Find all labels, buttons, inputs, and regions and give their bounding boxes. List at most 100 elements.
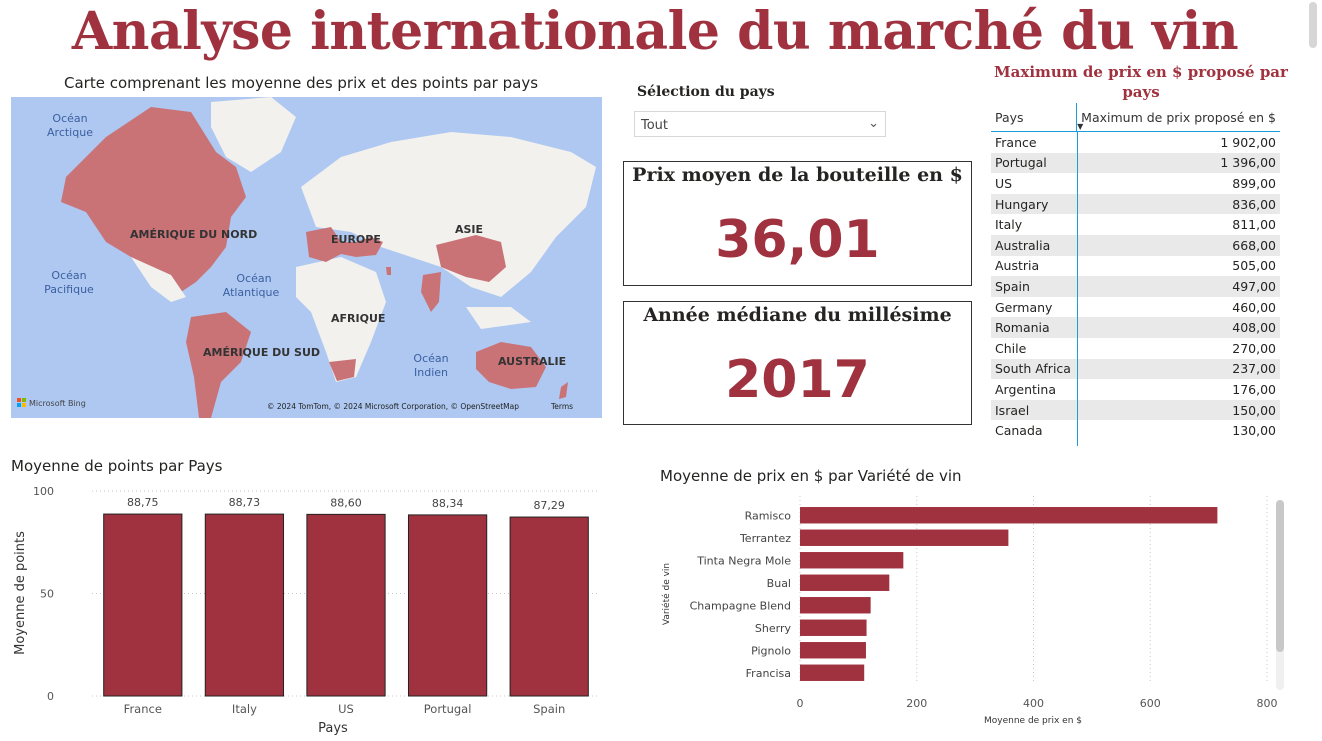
col-header-max-label: Maximum de prix proposé en $ — [1081, 109, 1276, 125]
table-row[interactable]: France 1 902,00 — [991, 132, 1280, 153]
map-label-arctic-2: Arctique — [47, 126, 93, 139]
map-label-sa: AMÉRIQUE DU SUD — [203, 346, 320, 359]
sort-desc-icon: ▼ — [1077, 122, 1084, 131]
chart-scrollbar-thumb[interactable] — [1276, 500, 1284, 652]
table-row[interactable]: Argentina 176,00 — [991, 379, 1280, 400]
table-row[interactable]: Portugal 1 396,00 — [991, 152, 1280, 174]
israel-shape — [386, 267, 391, 275]
country-slicer[interactable]: Tout ⌄ — [634, 111, 886, 137]
map-title: Carte comprenant les moyenne des prix et… — [64, 74, 539, 92]
bar[interactable] — [509, 516, 589, 697]
y-tick-label: Bual — [767, 577, 791, 590]
x-tick-label: Spain — [533, 702, 565, 716]
bar[interactable] — [800, 529, 1009, 546]
slicer-value: Tout — [641, 118, 669, 133]
europe-shape — [306, 227, 383, 262]
max-price-table[interactable]: Pays Maximum de prix proposé en $ ▼ Fran… — [991, 103, 1281, 448]
cell-max-price: 1 396,00 — [1076, 152, 1280, 174]
table-row[interactable]: US 899,00 — [991, 173, 1280, 194]
cell-max-price: 130,00 — [1232, 423, 1276, 439]
map-label-eu: EUROPE — [331, 233, 381, 246]
card-median-year-title: Année médiane du millésime — [643, 304, 952, 326]
australia-shape — [476, 342, 546, 389]
x-tick-label: Italy — [232, 702, 257, 716]
card-median-year-value: 2017 — [725, 350, 870, 410]
map-label-atlantic-1: Océan — [236, 272, 271, 285]
bar[interactable] — [103, 513, 183, 697]
y-tick-label: Tinta Negra Mole — [696, 554, 791, 567]
world-map[interactable]: AMÉRIQUE DU NORD AMÉRIQUE DU SUD EUROPE … — [11, 97, 602, 418]
map-label-au: AUSTRALIE — [498, 355, 566, 368]
china-shape — [436, 235, 506, 282]
bar[interactable] — [800, 642, 866, 659]
south-africa-shape — [329, 359, 356, 381]
table-row[interactable]: Italy 811,00 — [991, 214, 1280, 235]
map-label-atlantic-2: Atlantique — [223, 286, 280, 299]
cell-max-price: 505,00 — [1232, 258, 1276, 274]
chevron-down-icon: ⌄ — [868, 116, 879, 131]
cell-country: Italy — [995, 217, 1023, 233]
table-row[interactable]: Israel 150,00 — [991, 399, 1280, 421]
bar[interactable] — [800, 552, 904, 569]
points-bar-chart[interactable]: 0 50 100 88,75 France 88,73 Italy 88,60 US 88,34 P… — [0, 478, 615, 738]
bar[interactable] — [800, 597, 871, 614]
table-row[interactable]: South Africa 237,00 — [991, 358, 1280, 380]
cell-max-price: 237,00 — [1076, 358, 1280, 380]
cell-country: Portugal — [991, 152, 1077, 174]
page-scrollbar[interactable] — [1309, 2, 1317, 48]
cell-country: Australia — [991, 234, 1077, 256]
cell-country: Romania — [991, 317, 1077, 338]
table-row[interactable]: Chile 270,00 — [991, 338, 1280, 359]
cell-country: US — [995, 175, 1013, 191]
bar[interactable] — [800, 574, 890, 591]
table-row[interactable]: Hungary 836,00 — [991, 193, 1280, 215]
points-chart-title: Moyenne de points par Pays — [11, 457, 223, 475]
data-label: 88,75 — [127, 496, 159, 509]
bar[interactable] — [800, 507, 1218, 524]
x-tick-label: US — [338, 702, 354, 716]
table-row[interactable]: Spain 497,00 — [991, 276, 1280, 297]
map-label-pacific-1: Océan — [51, 269, 86, 282]
data-label: 88,60 — [330, 496, 362, 509]
table-divider — [1077, 131, 1078, 446]
north-america-shape — [61, 107, 246, 292]
map-label-as: ASIE — [455, 223, 483, 236]
col-header-country[interactable]: Pays — [991, 103, 1077, 132]
eurasia-shape — [301, 132, 596, 297]
card-avg-price: Prix moyen de la bouteille en $ 36,01 — [623, 161, 972, 286]
y-tick-label: Francisa — [746, 667, 791, 680]
cell-max-price: 836,00 — [1076, 193, 1280, 215]
bar[interactable] — [800, 619, 867, 636]
cell-country: Hungary — [991, 193, 1077, 215]
table-row[interactable]: Canada 130,00 — [991, 420, 1280, 441]
map-label-arctic-1: Océan — [52, 112, 87, 125]
table-row[interactable]: Austria 505,00 — [991, 256, 1280, 277]
cell-country: Israel — [991, 399, 1077, 421]
cell-max-price: 460,00 — [1232, 299, 1276, 315]
bar[interactable] — [407, 514, 488, 697]
cell-country: Austria — [995, 258, 1040, 274]
card-avg-price-title: Prix moyen de la bouteille en $ — [632, 164, 963, 186]
bing-logo-icon-part — [22, 403, 26, 407]
table-row[interactable]: Germany 460,00 — [991, 297, 1280, 318]
greenland-shape — [211, 97, 296, 172]
table-row[interactable]: Australia 668,00 — [991, 234, 1280, 256]
card-avg-price-value: 36,01 — [715, 210, 880, 270]
x-tick-label: 400 — [1023, 697, 1044, 710]
india-shape — [421, 272, 441, 312]
y-tick-label: Terrantez — [739, 532, 791, 545]
cell-max-price: 1 902,00 — [1220, 134, 1276, 150]
card-median-year: Année médiane du millésime 2017 — [623, 301, 972, 425]
y-axis-title: Variété de vin — [661, 563, 672, 625]
map-canvas: AMÉRIQUE DU NORD AMÉRIQUE DU SUD EUROPE … — [17, 97, 596, 418]
bar[interactable] — [800, 664, 865, 681]
variety-bar-chart[interactable]: 0 200 400 600 800 Ramisco Terrantez Tinta Negra… — [650, 490, 1300, 735]
data-label: 88,34 — [432, 497, 464, 510]
bar[interactable] — [306, 513, 386, 697]
bar[interactable] — [204, 513, 285, 697]
map-terms-link[interactable]: Terms — [550, 402, 573, 411]
x-axis-title: Moyenne de prix en $ — [984, 716, 1082, 726]
cell-country: South Africa — [991, 358, 1077, 380]
table-row[interactable]: Romania 408,00 — [991, 317, 1280, 338]
col-header-max[interactable]: Maximum de prix proposé en $ ▼ — [1076, 103, 1280, 132]
